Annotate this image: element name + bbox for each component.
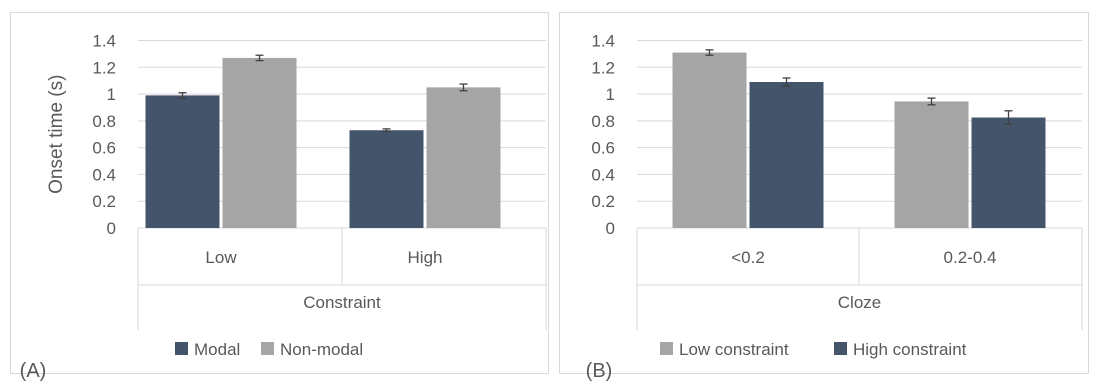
y-tick-label: 0.2 (591, 192, 615, 211)
y-tick-label: 1 (107, 85, 116, 104)
legend-label: Low constraint (679, 340, 789, 359)
panel-label: (B) (586, 360, 613, 382)
y-tick-label: 0.4 (92, 165, 116, 184)
bar-non-modal-low (222, 57, 297, 229)
bar-high-constraint--0-2 (749, 82, 824, 229)
y-tick-label: 0.8 (92, 112, 116, 131)
legend-item: Low constraint (660, 340, 789, 359)
bar-non-modal-high (426, 87, 501, 228)
y-tick-label: 1 (606, 85, 615, 104)
y-tick-label: 0.6 (591, 139, 615, 158)
bar-modal-low (145, 95, 220, 229)
legend-swatch (261, 342, 274, 355)
x-category-label: High (408, 248, 443, 267)
legend-swatch (834, 342, 847, 355)
y-tick-label: 0.2 (92, 192, 116, 211)
x-category-label: 0.2-0.4 (944, 248, 997, 267)
x-axis-label: Cloze (838, 293, 881, 312)
legend-swatch (175, 342, 188, 355)
x-category-label: <0.2 (731, 248, 765, 267)
y-tick-label: 1.4 (591, 32, 615, 51)
y-tick-label: 1.4 (92, 32, 116, 51)
legend-item: High constraint (834, 340, 967, 359)
bar-high-constraint-0-2-0-4 (971, 117, 1046, 228)
bar-modal-high (349, 130, 424, 228)
y-tick-label: 0.6 (92, 139, 116, 158)
y-tick-label: 1.2 (92, 58, 116, 77)
y-axis-label: Onset time (s) (46, 75, 67, 194)
legend-item: Modal (175, 340, 240, 359)
chart-panel-a: 0 0.2 0.4 0.6 0.8 1 1.2 1.4 Onset time (s) Low Hig… (10, 12, 549, 382)
bar-low-constraint-0-2-0-4 (894, 101, 969, 228)
legend-swatch (660, 342, 673, 355)
y-tick-label: 1.2 (591, 58, 615, 77)
bar-low-constraint--0-2 (672, 52, 747, 228)
legend-item: Non-modal (261, 340, 363, 359)
y-tick-label: 0.8 (591, 112, 615, 131)
y-tick-label: 0.4 (591, 165, 615, 184)
y-tick-label: 0 (107, 219, 116, 238)
panel-label: (A) (20, 360, 47, 382)
chart-panel-b: 0 0.2 0.4 0.6 0.8 1 1.2 1.4 <0.2 0.2-0.4 Cloze Low … (559, 12, 1089, 382)
legend-label: High constraint (853, 340, 967, 359)
y-tick-label: 0 (606, 219, 615, 238)
legend-label: Modal (194, 340, 240, 359)
x-axis-label: Constraint (303, 293, 381, 312)
x-category-label: Low (205, 248, 237, 267)
legend-label: Non-modal (280, 340, 363, 359)
